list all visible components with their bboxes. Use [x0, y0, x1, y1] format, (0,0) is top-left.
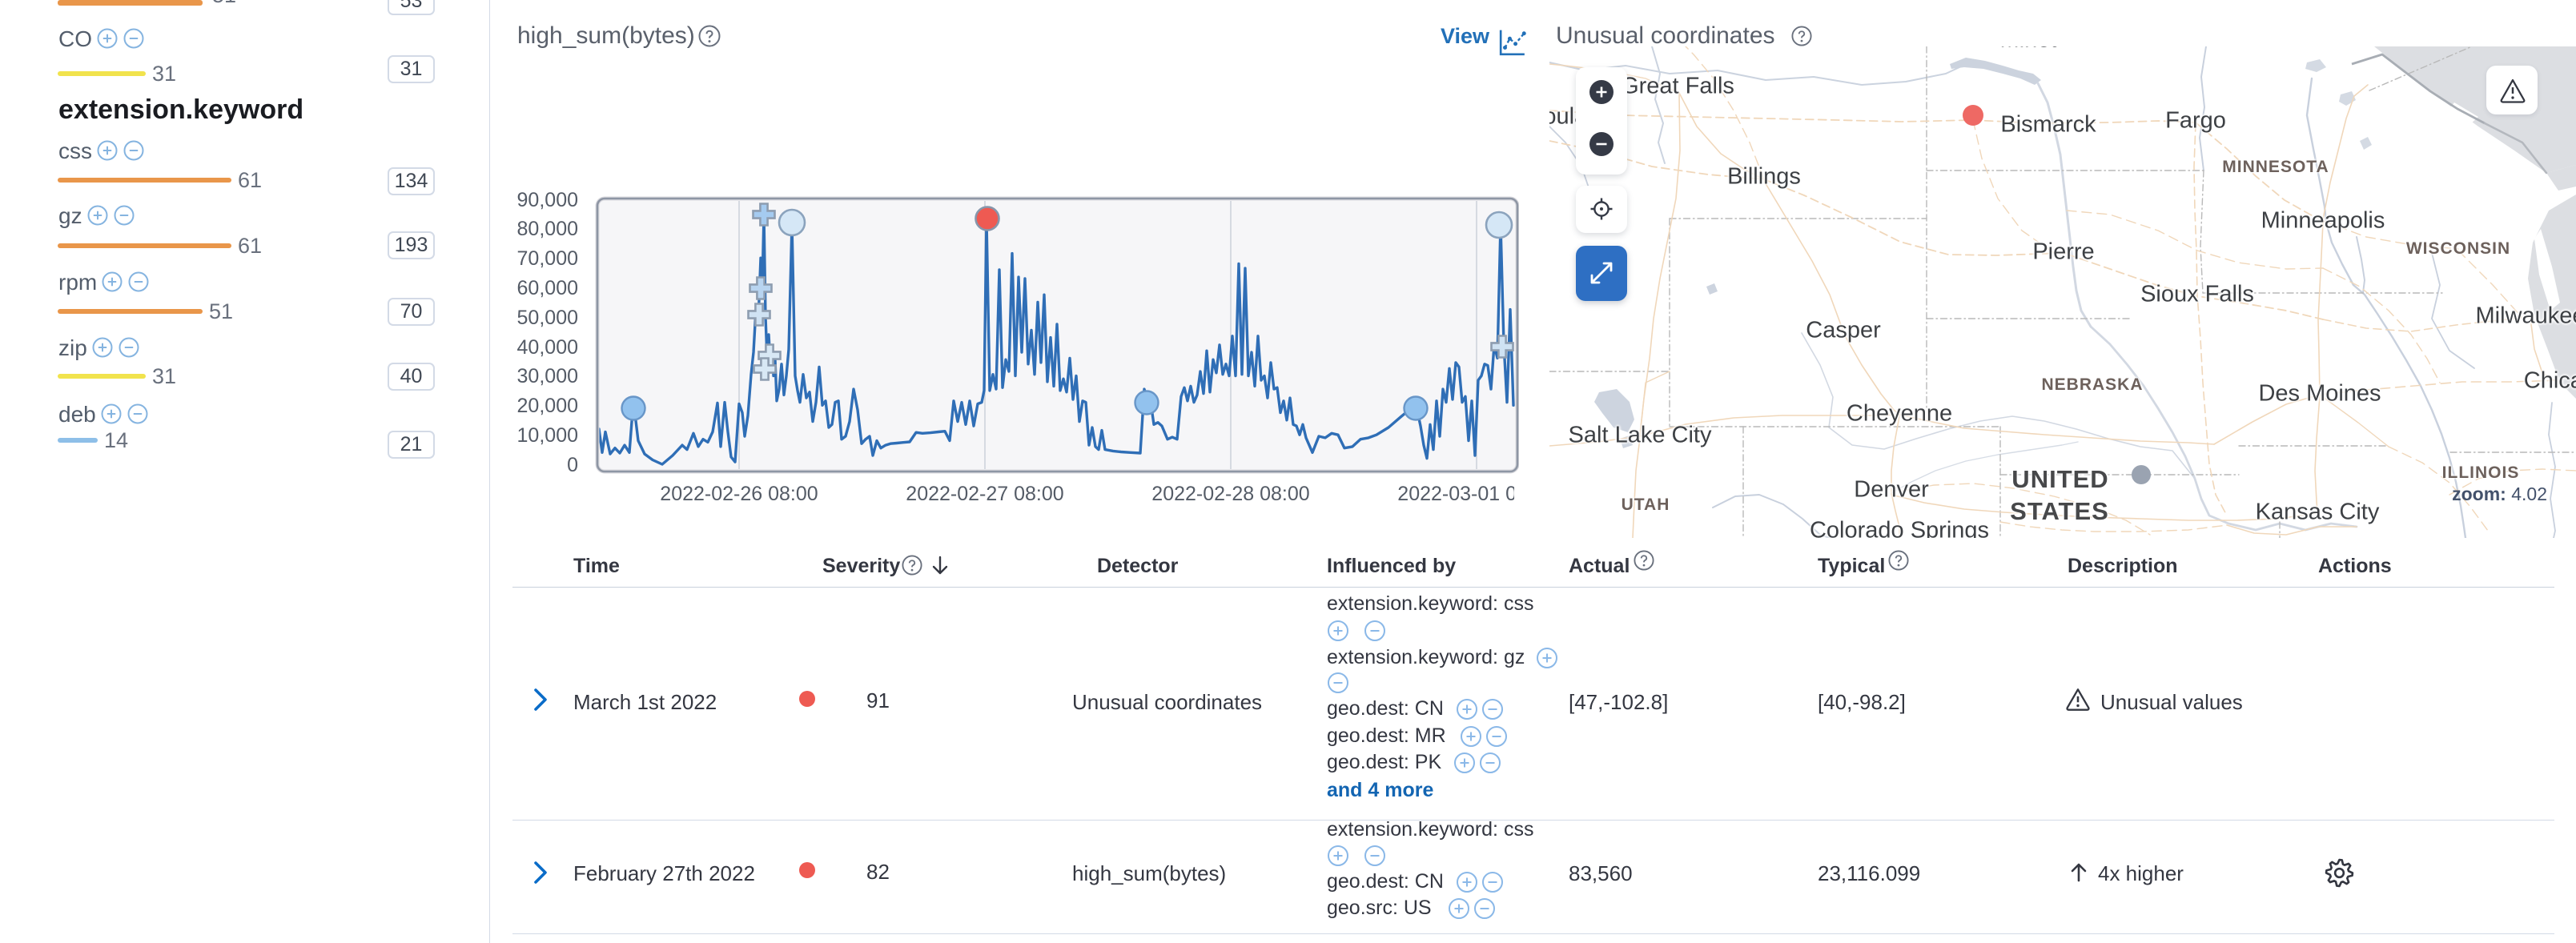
svg-text:0: 0 [567, 454, 578, 476]
svg-text:2022-03-01 08:00: 2022-03-01 08:00 [1397, 483, 1519, 505]
svg-text:2022-02-26 08:00: 2022-02-26 08:00 [660, 483, 818, 505]
svg-text:2022-02-27 08:00: 2022-02-27 08:00 [906, 483, 1063, 505]
svg-text:40,000: 40,000 [517, 336, 578, 359]
svg-text:90,000: 90,000 [517, 189, 578, 211]
svg-text:80,000: 80,000 [517, 218, 578, 240]
svg-text:50,000: 50,000 [517, 307, 578, 329]
svg-text:70,000: 70,000 [517, 247, 578, 270]
svg-text:60,000: 60,000 [517, 277, 578, 299]
svg-text:2022-02-28 08:00: 2022-02-28 08:00 [1151, 483, 1309, 505]
svg-text:20,000: 20,000 [517, 395, 578, 417]
svg-text:10,000: 10,000 [517, 424, 578, 447]
svg-text:30,000: 30,000 [517, 365, 578, 387]
